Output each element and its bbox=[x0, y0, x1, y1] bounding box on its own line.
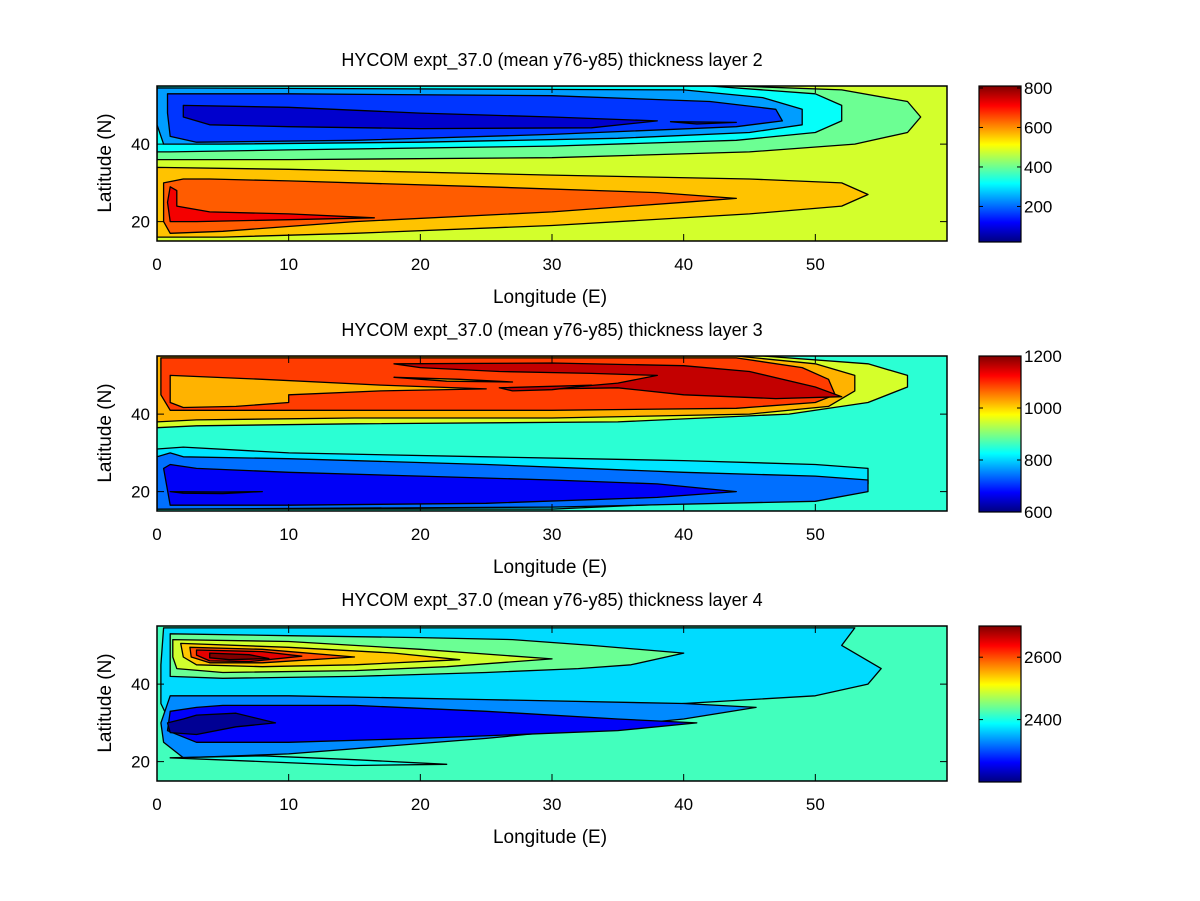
y-axis-label: Latitude (N) bbox=[95, 653, 116, 752]
colorbar-gradient bbox=[978, 355, 1022, 513]
colorbar-tick-label: 600 bbox=[1024, 118, 1052, 137]
y-axis-label: Latitude (N) bbox=[95, 383, 116, 482]
x-tick-label: 50 bbox=[806, 255, 825, 274]
contour-region bbox=[166, 186, 375, 223]
title: HYCOM expt_37.0 (mean y76-y85) thickness… bbox=[341, 320, 762, 341]
x-tick-label: 20 bbox=[411, 795, 430, 814]
x-tick-label: 30 bbox=[543, 795, 562, 814]
x-tick-label: 10 bbox=[279, 525, 298, 544]
contour-region bbox=[182, 104, 658, 130]
x-tick-label: 50 bbox=[806, 525, 825, 544]
colorbar-tick-label: 400 bbox=[1024, 158, 1052, 177]
x-tick-label: 10 bbox=[279, 255, 298, 274]
y-tick-label: 40 bbox=[131, 675, 150, 694]
colorbar-tick-label: 2600 bbox=[1024, 648, 1062, 667]
x-tick-label: 20 bbox=[411, 525, 430, 544]
x-axis-label: Longitude (E) bbox=[493, 557, 607, 578]
x-tick-label: 30 bbox=[543, 255, 562, 274]
y-tick-label: 40 bbox=[131, 405, 150, 424]
x-axis-label: Longitude (E) bbox=[493, 827, 607, 848]
contour-field bbox=[157, 356, 947, 511]
contour-region bbox=[166, 704, 698, 743]
colorbar-tick-label: 2400 bbox=[1024, 711, 1062, 730]
y-tick-label: 20 bbox=[131, 213, 150, 232]
colorbar: 2400 2600 bbox=[978, 625, 1062, 783]
x-tick-label: 0 bbox=[152, 795, 161, 814]
axes: 0 10 20 30 40 50 20 40 bbox=[131, 625, 948, 814]
contour-region bbox=[498, 384, 593, 392]
colorbar: 200 400 600 800 bbox=[978, 79, 1052, 243]
x-tick-label: 0 bbox=[152, 525, 161, 544]
colorbar-tick-label: 1200 bbox=[1024, 347, 1062, 366]
contour-field bbox=[157, 626, 947, 781]
panel-layer-4: HYCOM expt_37.0 (mean y76-y85) thickness… bbox=[95, 590, 1062, 848]
x-axis-label: Longitude (E) bbox=[493, 287, 607, 308]
x-tick-label: 40 bbox=[674, 255, 693, 274]
y-tick-label: 40 bbox=[131, 135, 150, 154]
colorbar-tick-label: 1000 bbox=[1024, 399, 1062, 418]
contour-field bbox=[157, 86, 947, 241]
title: HYCOM expt_37.0 (mean y76-y85) thickness… bbox=[341, 590, 762, 611]
colorbar-tick-label: 800 bbox=[1024, 451, 1052, 470]
contour-region bbox=[393, 376, 514, 383]
panel-layer-2: HYCOM expt_37.0 (mean y76-y85) thickness… bbox=[95, 50, 1052, 308]
contour-region bbox=[393, 362, 843, 400]
x-tick-label: 0 bbox=[152, 255, 161, 274]
x-tick-label: 50 bbox=[806, 795, 825, 814]
colorbar-tick-label: 200 bbox=[1024, 197, 1052, 216]
colorbar: 600 800 1000 1200 bbox=[978, 347, 1062, 522]
x-tick-label: 40 bbox=[674, 795, 693, 814]
x-tick-label: 20 bbox=[411, 255, 430, 274]
colorbar-tick-label: 800 bbox=[1024, 79, 1052, 98]
contour-region bbox=[169, 490, 263, 495]
colorbar-tick-label: 600 bbox=[1024, 503, 1052, 522]
x-tick-label: 30 bbox=[543, 525, 562, 544]
axes: 0 10 20 30 40 50 20 40 bbox=[131, 355, 948, 544]
contour-region bbox=[169, 755, 448, 767]
panel-layer-3: HYCOM expt_37.0 (mean y76-y85) thickness… bbox=[95, 320, 1062, 578]
contour-region bbox=[669, 121, 737, 125]
contour-region bbox=[166, 712, 277, 736]
x-tick-label: 40 bbox=[674, 525, 693, 544]
y-tick-label: 20 bbox=[131, 483, 150, 502]
contour-region bbox=[169, 374, 487, 409]
x-tick-label: 10 bbox=[279, 795, 298, 814]
colorbar-gradient bbox=[978, 625, 1022, 783]
title: HYCOM expt_37.0 (mean y76-y85) thickness… bbox=[341, 50, 762, 71]
axes: 0 10 20 30 40 50 20 40 bbox=[131, 85, 948, 274]
y-axis-label: Latitude (N) bbox=[95, 113, 116, 212]
contour-region bbox=[209, 652, 270, 661]
y-tick-label: 20 bbox=[131, 753, 150, 772]
colorbar-gradient bbox=[978, 85, 1022, 243]
